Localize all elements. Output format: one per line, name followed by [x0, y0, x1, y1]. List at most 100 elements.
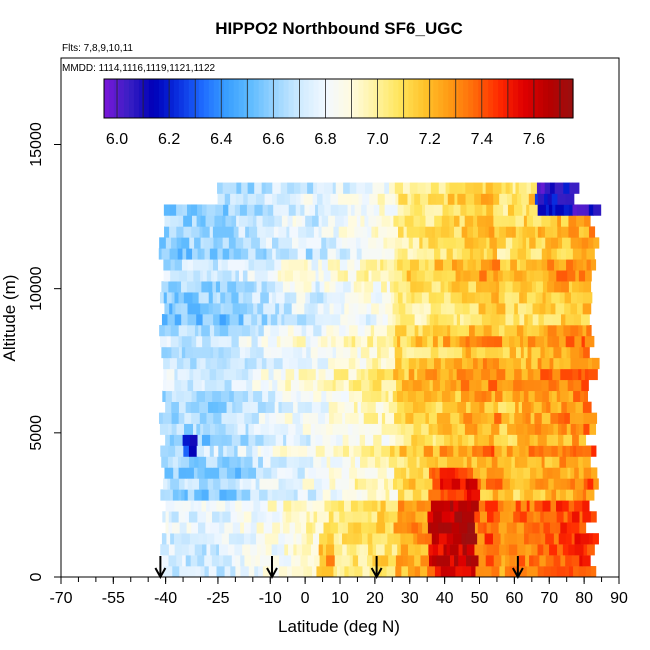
heat-cell	[394, 533, 401, 545]
heat-cell	[333, 511, 340, 523]
heat-cell	[361, 204, 368, 216]
heat-cell	[368, 237, 377, 249]
heat-cell	[497, 379, 503, 392]
heat-cell	[260, 544, 267, 556]
heat-cell	[356, 237, 361, 249]
heat-cell	[198, 456, 207, 468]
heat-cell	[159, 423, 169, 435]
colorbar-tick-label: 7.4	[471, 131, 493, 148]
heat-cell	[583, 281, 592, 293]
heat-cell	[433, 357, 442, 370]
heat-cell	[512, 346, 517, 359]
heat-cell	[324, 204, 332, 216]
heat-cell	[488, 193, 494, 205]
heat-cell	[529, 237, 537, 249]
heat-cell	[369, 248, 379, 260]
heat-cell	[311, 544, 320, 556]
heat-cell	[467, 357, 474, 370]
heat-cell	[199, 412, 207, 424]
heat-cell	[525, 357, 532, 370]
heat-cell	[359, 357, 367, 370]
heat-cell	[288, 259, 298, 271]
heat-cell	[494, 226, 500, 238]
heat-cell	[428, 292, 437, 304]
heat-cell	[178, 346, 183, 359]
heat-cell	[417, 368, 426, 381]
heat-cell	[291, 445, 299, 457]
heat-cell	[181, 335, 186, 348]
colorbar-swatch	[398, 79, 404, 118]
heat-cell	[242, 270, 248, 282]
heat-cell	[472, 248, 481, 260]
heat-cell	[210, 335, 220, 348]
heat-cell	[362, 390, 372, 402]
heat-cell	[239, 379, 247, 392]
heat-cell	[434, 215, 443, 227]
heat-cell	[534, 500, 544, 512]
heat-cell	[370, 324, 375, 337]
heat-cell	[201, 248, 206, 260]
heat-cell	[425, 533, 433, 545]
heat-cell	[579, 555, 583, 567]
heat-cell	[319, 281, 325, 293]
heat-cell	[518, 401, 523, 413]
heat-cell	[522, 237, 527, 249]
heat-cell	[342, 522, 349, 534]
heat-cell	[234, 204, 241, 216]
colorbar-swatch	[383, 79, 389, 118]
heat-cell	[402, 346, 407, 359]
heat-cell	[167, 456, 174, 468]
heat-cell	[245, 226, 250, 238]
heat-cell	[552, 204, 556, 216]
heat-cell	[174, 379, 182, 392]
heat-cell	[239, 204, 248, 216]
heat-cell	[523, 467, 531, 479]
heat-cell	[523, 324, 528, 337]
heat-cell	[448, 204, 455, 216]
heat-cell	[458, 467, 468, 479]
x-axis-label: Latitude (deg N)	[278, 617, 400, 636]
heat-cell	[541, 248, 548, 260]
heat-cell	[477, 522, 485, 534]
heat-cell	[532, 303, 541, 315]
heat-cell	[330, 489, 338, 501]
heat-cell	[497, 456, 505, 468]
heat-cell	[549, 357, 554, 370]
heat-cell	[545, 489, 552, 501]
heat-cell	[397, 292, 404, 304]
heat-cell	[478, 500, 486, 512]
heat-cell	[552, 467, 561, 479]
heat-cell	[205, 215, 215, 227]
heat-cell	[491, 390, 496, 402]
heat-cell	[194, 489, 203, 501]
heat-cell	[453, 346, 463, 359]
heat-cell	[193, 270, 201, 282]
heat-cell	[441, 390, 451, 402]
heat-cell	[383, 237, 388, 249]
heat-cell	[462, 357, 468, 370]
heat-cell	[558, 412, 565, 424]
heat-cell	[272, 445, 281, 457]
heat-cell	[465, 368, 474, 381]
heat-cell	[508, 511, 514, 523]
heat-cell	[383, 401, 390, 413]
heat-cell	[412, 401, 419, 413]
heat-cell	[368, 368, 378, 381]
heat-cell	[555, 204, 565, 216]
heat-cell	[201, 500, 207, 512]
heat-cell	[590, 511, 597, 523]
heat-cell	[223, 445, 228, 457]
heat-cell	[221, 533, 230, 545]
heat-cell	[492, 357, 500, 370]
heat-cell	[187, 259, 194, 271]
heat-cell	[163, 478, 168, 490]
heat-cell	[553, 533, 560, 545]
heat-cell	[525, 555, 530, 567]
heat-cell	[170, 259, 176, 271]
heat-cell	[284, 544, 289, 556]
heat-cell	[361, 281, 365, 293]
heat-cell	[256, 522, 265, 534]
heat-cell	[190, 401, 200, 413]
heat-cell	[481, 379, 489, 392]
heat-cell	[494, 412, 502, 424]
